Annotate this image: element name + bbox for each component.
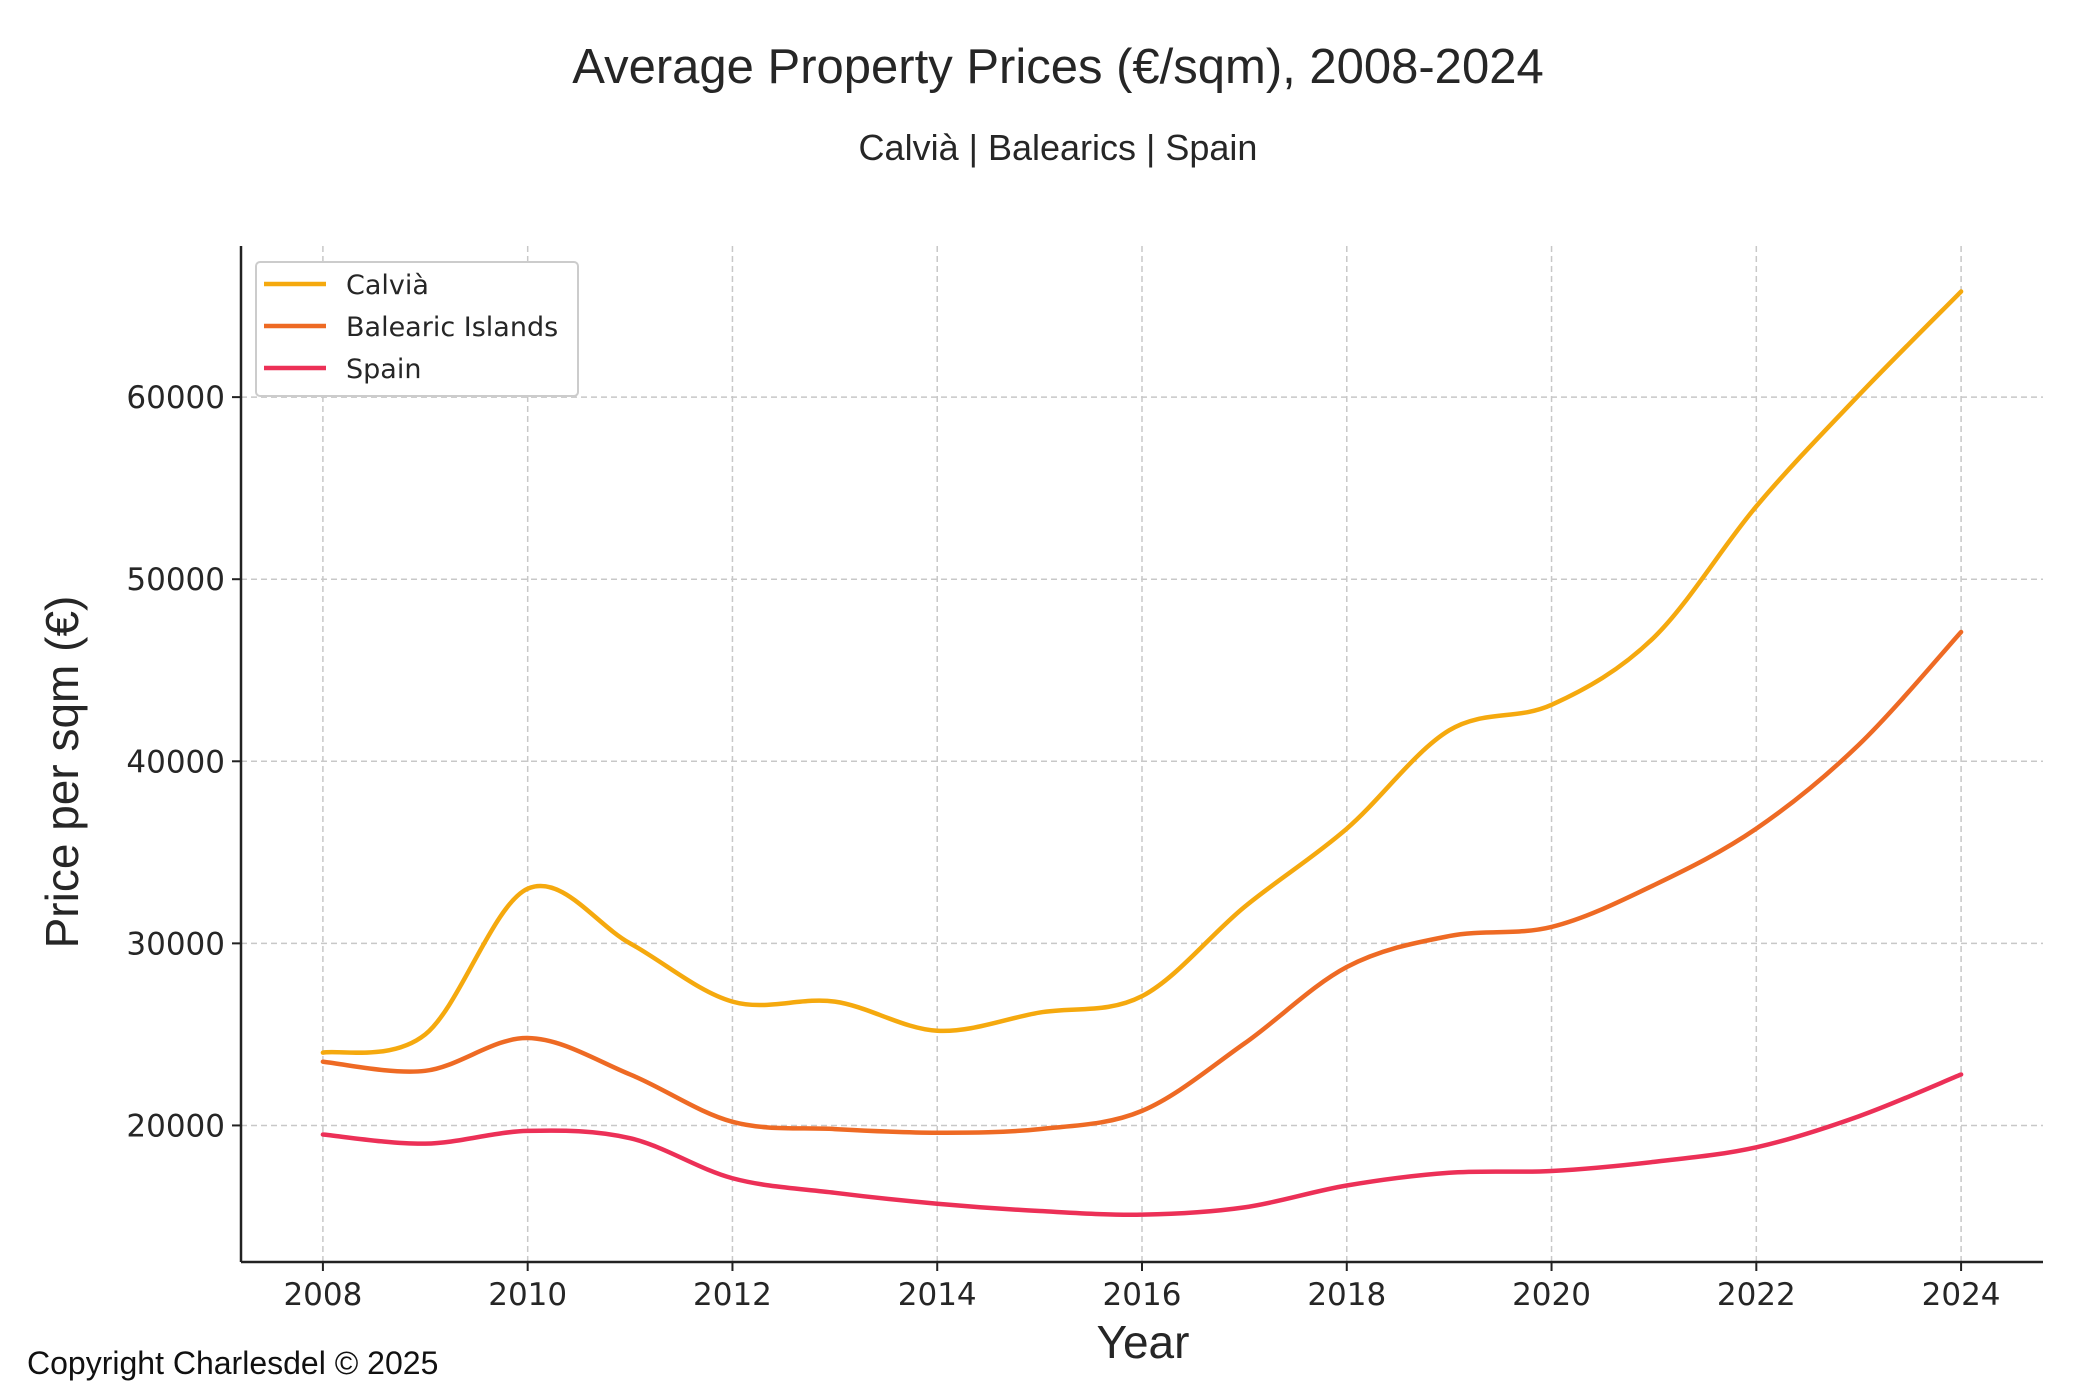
series-line-balearic-islands <box>320 629 1964 1135</box>
x-tick-label: 2020 <box>1512 1277 1591 1313</box>
x-tick-label: 2016 <box>1103 1277 1182 1313</box>
legend-label: Spain <box>346 354 421 385</box>
y-tick-label: 30000 <box>126 926 225 962</box>
series-line-calvi- <box>320 289 1964 1055</box>
y-tick-label: 20000 <box>126 1108 225 1144</box>
grid-lines <box>241 246 2043 1262</box>
chart-title: Average Property Prices (€/sqm), 2008-20… <box>572 40 1543 94</box>
x-tick-label: 2008 <box>283 1277 362 1313</box>
y-tick-label: 40000 <box>126 744 225 780</box>
x-tick-label: 2010 <box>488 1277 567 1313</box>
series-lines <box>320 289 1964 1218</box>
x-tick-label: 2024 <box>1922 1277 2001 1313</box>
legend-label: Calvià <box>346 270 429 301</box>
legend-label: Balearic Islands <box>346 312 558 343</box>
x-tick-label: 2014 <box>898 1277 977 1313</box>
tick-labels: 2008 2010 2012 2014 2016 2018 2020 2022 2024 2000… <box>126 380 2000 1313</box>
axes <box>232 246 2043 1271</box>
x-tick-label: 2022 <box>1717 1277 1796 1313</box>
y-tick-label: 60000 <box>126 380 225 416</box>
legend-box <box>255 261 579 397</box>
legend: Calvià Balearic Islands Spain <box>255 261 579 397</box>
x-axis-label: Year <box>1097 1316 1190 1368</box>
x-tick-label: 2012 <box>693 1277 772 1313</box>
y-axis-label: Price per sqm (€) <box>36 596 88 949</box>
chart-subtitle: Calvià | Balearics | Spain <box>859 127 1258 168</box>
x-tick-label: 2018 <box>1307 1277 1386 1313</box>
y-tick-label: 50000 <box>126 562 225 598</box>
copyright-text: Copyright Charlesdel © 2025 <box>27 1345 439 1381</box>
series-line-spain <box>320 1072 1964 1218</box>
